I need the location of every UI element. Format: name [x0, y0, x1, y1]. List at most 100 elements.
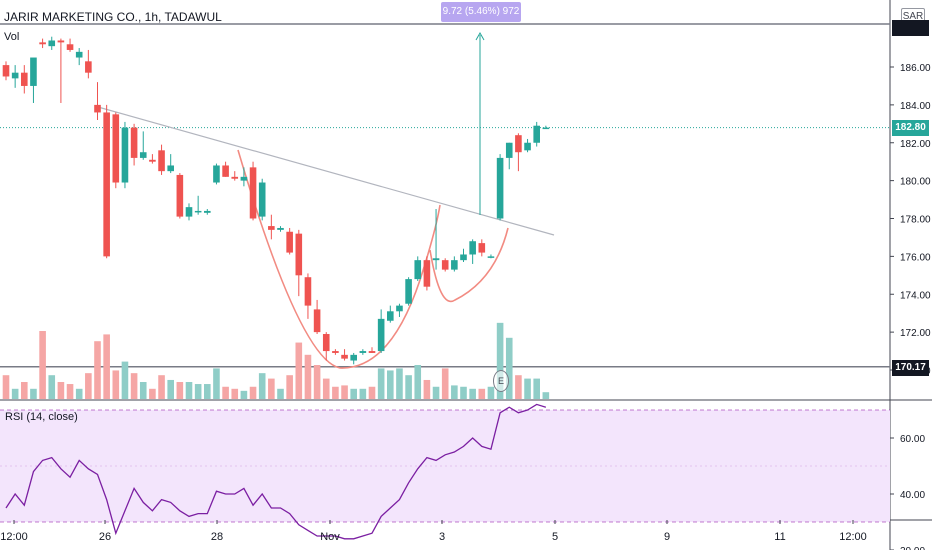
candle-body	[149, 159, 156, 162]
time-tick-label: Nov	[320, 531, 340, 543]
candle-body	[368, 351, 376, 353]
volume-bar	[350, 388, 357, 399]
candle-body	[313, 309, 321, 333]
price-tick-label: 172.00	[900, 328, 931, 339]
volume-bar	[48, 375, 56, 399]
volume-bar	[304, 354, 312, 399]
candle-body	[341, 354, 348, 359]
volume-bar	[240, 390, 248, 399]
candle-body	[387, 311, 394, 321]
measure-arrow-head	[475, 31, 485, 41]
price-tick-label: 184.00	[900, 101, 931, 112]
time-tick-label: 5	[552, 531, 558, 543]
candle-body	[533, 125, 540, 143]
volume-bar	[149, 388, 156, 399]
candle-body	[75, 51, 83, 58]
candle-body	[222, 165, 229, 177]
volume-bar	[222, 386, 229, 399]
volume-bar	[359, 388, 367, 399]
candle-body	[496, 157, 504, 219]
volume-bar	[478, 388, 486, 399]
candle-body	[112, 114, 120, 183]
candle-body	[48, 40, 56, 47]
volume-bar	[130, 373, 138, 399]
volume-bar	[194, 384, 202, 399]
candle-body	[405, 279, 412, 304]
candle-body	[487, 256, 495, 258]
candle-body	[432, 258, 440, 261]
price-tick-label: 182.00	[900, 139, 931, 150]
volume-bar	[103, 334, 110, 399]
volume-bar	[258, 373, 266, 399]
candle-body	[240, 176, 248, 181]
volume-bar	[268, 378, 275, 399]
earnings-marker[interactable]: E	[493, 370, 509, 392]
volume-bar	[277, 388, 284, 399]
candle-body	[441, 260, 449, 270]
volume-bar	[21, 382, 28, 399]
candle-body	[85, 61, 92, 73]
candle-body	[231, 176, 239, 179]
volume-bar	[185, 382, 193, 399]
time-tick-label: 11	[774, 531, 785, 543]
volume-bar	[158, 375, 165, 399]
candle-body	[94, 104, 101, 113]
price-tick-label: 176.00	[900, 252, 931, 263]
volume-bar	[167, 379, 174, 399]
symbol-title: JARIR MARKETING CO., 1h, TADAWUL	[4, 10, 222, 24]
time-tick-label: 3	[439, 531, 445, 543]
volume-bar	[405, 375, 412, 399]
volume-bar	[451, 385, 458, 399]
volume-bar	[322, 378, 330, 399]
time-tick-label: 12:00	[839, 531, 867, 543]
price-tick-label: 174.00	[900, 290, 931, 301]
candle-body	[377, 318, 385, 352]
volume-bar	[432, 386, 440, 399]
candle-body	[130, 127, 138, 158]
candle-body	[322, 334, 330, 352]
time-tick-label: 28	[211, 531, 223, 543]
handle-pattern-curve	[429, 227, 509, 303]
volume-bar	[30, 388, 37, 399]
volume-bar	[176, 382, 184, 399]
volume-bar	[231, 388, 239, 399]
volume-bar	[487, 386, 495, 399]
candle-body	[478, 243, 486, 253]
cup-pattern-curve	[237, 149, 441, 369]
volume-bar	[66, 384, 74, 399]
candle-body	[515, 135, 522, 153]
rsi-line	[5, 403, 547, 540]
rsi-label: RSI (14, close)	[5, 411, 78, 423]
candle-body	[277, 227, 284, 230]
price-tick-label: 178.00	[900, 215, 931, 226]
volume-bar	[524, 378, 531, 399]
candle-body	[396, 305, 403, 312]
volume-bar	[441, 368, 449, 399]
candle-body	[39, 42, 46, 45]
volume-bar	[286, 375, 293, 399]
volume-bar	[368, 386, 376, 399]
volume-bar	[204, 384, 211, 399]
volume-bar	[396, 368, 403, 399]
candle-body	[304, 277, 312, 306]
volume-bar	[11, 388, 19, 399]
candle-body	[258, 182, 266, 217]
candle-body	[295, 233, 303, 276]
candle-body	[158, 150, 165, 172]
volume-bar	[112, 370, 120, 399]
volume-bar	[57, 382, 65, 399]
candle-body	[542, 127, 550, 130]
candle-body	[121, 127, 129, 183]
rsi-tick-label: 60.00	[900, 434, 925, 445]
volume-bar	[332, 386, 339, 399]
candle-body	[194, 210, 202, 213]
candle-body	[185, 207, 193, 217]
candle-body	[469, 241, 476, 255]
volume-bar	[213, 368, 220, 399]
support-price-badge: 170.17	[892, 360, 929, 376]
volume-bar	[2, 375, 10, 399]
volume-bar	[377, 368, 385, 399]
price-tick-label: 186.00	[900, 63, 931, 74]
candle-body	[332, 351, 339, 353]
